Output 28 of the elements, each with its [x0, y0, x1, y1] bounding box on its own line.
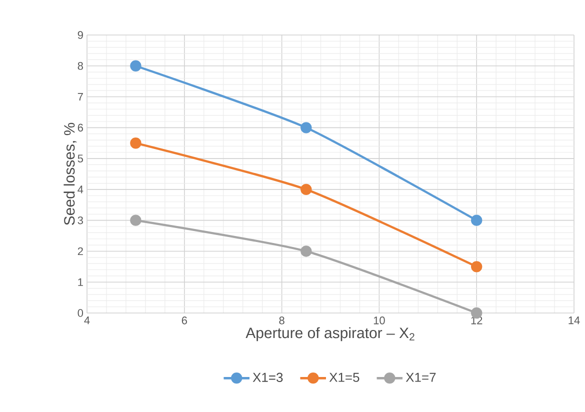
y-tick-label: 9	[78, 31, 83, 39]
x-tick-label: 4	[84, 316, 90, 324]
x-tick-label: 6	[182, 316, 187, 324]
legend-label: X1=7	[406, 372, 436, 382]
point	[300, 184, 312, 196]
point	[471, 214, 482, 226]
y-axis-title: Seed losses, %	[64, 122, 76, 226]
y-tick-label: 1	[78, 278, 83, 286]
y-tick-label: 0	[78, 309, 84, 317]
y-tick-label: 8	[78, 62, 83, 70]
x-tick-label: 14	[568, 316, 580, 324]
y-tick-label: 6	[78, 124, 83, 132]
y-tick-label: 3	[78, 216, 83, 224]
point	[130, 138, 142, 149]
y-tick-label: 5	[78, 154, 83, 162]
point	[300, 246, 312, 257]
legend-label: X1=3	[252, 372, 283, 382]
point	[130, 214, 142, 226]
y-tick-label: 4	[78, 186, 84, 194]
x-tick-label: 10	[374, 316, 385, 324]
x-tick-label: 8	[279, 316, 284, 324]
y-tick-label: 2	[78, 247, 83, 256]
point	[471, 261, 482, 272]
legend-label: X1=5	[329, 372, 360, 382]
point	[130, 60, 142, 72]
x-axis-title: Aperture of aspirator – X$_{2}$	[246, 327, 414, 342]
y-tick-label: 7	[78, 93, 83, 101]
point	[300, 122, 312, 134]
